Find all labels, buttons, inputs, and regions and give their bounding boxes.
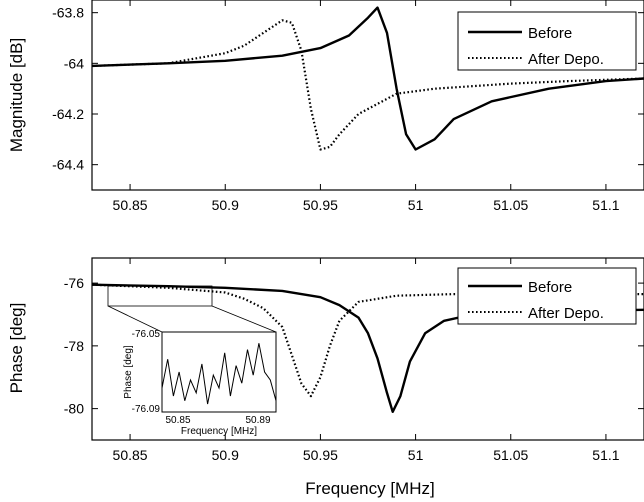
phase-legend: Before After Depo.	[457, 267, 637, 325]
phase-xtick-label: 51.1	[592, 447, 619, 463]
zoom-connector-left	[107, 305, 163, 333]
magnitude-xtick-label: 50.85	[113, 197, 148, 213]
phase-series-before	[91, 283, 644, 413]
magnitude-legend: Before After Depo.	[457, 11, 637, 71]
phase-ytick-label: -78	[64, 338, 84, 354]
phase-axes-frame	[91, 257, 644, 441]
legend-box	[457, 11, 637, 71]
inset-ylabel: Phase [deg]	[123, 345, 134, 399]
magnitude-xtick-label: 50.9	[212, 197, 239, 213]
legend-label-before: Before	[528, 25, 572, 42]
inset-series	[161, 343, 277, 405]
phase-xtick-label: 50.95	[303, 447, 338, 463]
inset-xtick-left: 50.85	[165, 415, 190, 426]
magnitude-axes-frame	[91, 0, 644, 191]
phase-ylabel: Phase [deg]	[7, 303, 26, 394]
inset-ytick-top: -76.05	[132, 329, 161, 340]
phase-ytick-label: -76	[64, 275, 84, 291]
legend-label-before: Before	[528, 279, 572, 296]
legend-label-after: After Depo.	[528, 51, 604, 68]
magnitude-xtick-label: 51.1	[592, 197, 619, 213]
inset-ytick-bottom: -76.09	[132, 404, 161, 415]
legend-box	[457, 267, 637, 325]
zoom-region-box	[107, 285, 213, 307]
phase-xtick-label: 50.9	[212, 447, 239, 463]
legend-label-after: After Depo.	[528, 305, 604, 322]
magnitude-series-after-depo	[91, 19, 644, 151]
phase-panel: 50.85 50.9 50.95 51 51.05 51.1 -76 -78 -80 Phase…	[7, 257, 644, 498]
magnitude-xtick-label: 51.05	[493, 197, 528, 213]
phase-ytick-label: -80	[64, 401, 84, 417]
inset-plot: -76.05 -76.09 50.85 50.89 Phase [deg] Fr…	[123, 329, 277, 437]
magnitude-ytick-label: -64.4	[52, 157, 84, 173]
frequency-xlabel: Frequency [MHz]	[305, 479, 434, 498]
phase-xtick-label: 51.05	[493, 447, 528, 463]
inset-xlabel: Frequency [MHz]	[181, 426, 257, 437]
phase-xtick-label: 51	[408, 447, 424, 463]
magnitude-ytick-label: -64.2	[52, 106, 84, 122]
phase-series-after-depo	[91, 283, 644, 398]
magnitude-ytick-label: -63.8	[52, 5, 84, 21]
magnitude-xtick-label: 51	[408, 197, 424, 213]
inset-frame	[161, 331, 277, 413]
magnitude-ylabel: Magnitude [dB]	[7, 38, 26, 152]
zoom-connector-right	[211, 305, 277, 333]
phase-xtick-label: 50.85	[113, 447, 148, 463]
magnitude-series-before	[91, 6, 644, 151]
magnitude-panel: 50.85 50.9 50.95 51 51.05 51.1 -63.8 -64 -64.2 -6…	[7, 0, 644, 213]
magnitude-xtick-label: 50.95	[303, 197, 338, 213]
magnitude-ytick-label: -64	[64, 55, 84, 71]
inset-xtick-right: 50.89	[245, 415, 270, 426]
